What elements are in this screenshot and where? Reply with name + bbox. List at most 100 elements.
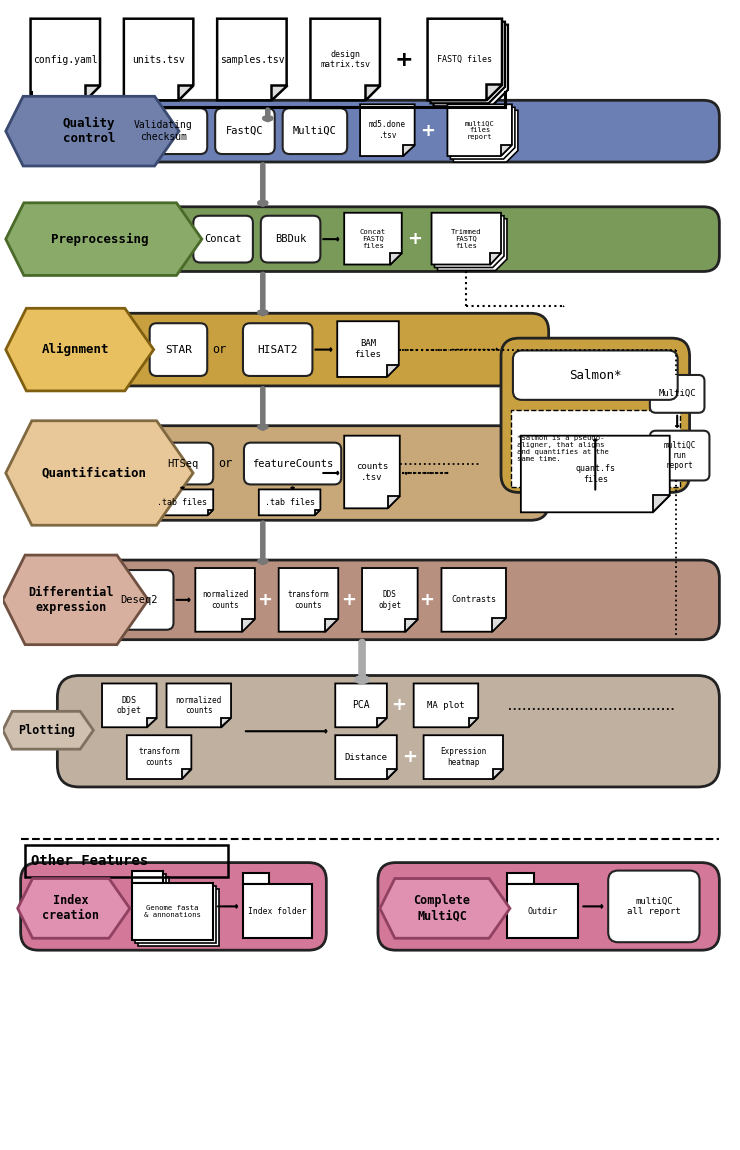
FancyBboxPatch shape — [193, 216, 253, 262]
Text: Complete
MultiQC: Complete MultiQC — [414, 895, 471, 922]
Text: Index folder: Index folder — [249, 907, 307, 915]
FancyBboxPatch shape — [102, 313, 548, 386]
Polygon shape — [147, 718, 157, 727]
Polygon shape — [217, 18, 286, 100]
Text: Alignment: Alignment — [42, 343, 110, 356]
Polygon shape — [335, 735, 397, 779]
FancyBboxPatch shape — [149, 323, 207, 376]
Text: Preprocessing: Preprocessing — [51, 232, 149, 246]
FancyBboxPatch shape — [511, 411, 679, 488]
Text: MA plot: MA plot — [427, 700, 465, 710]
Polygon shape — [423, 735, 503, 779]
Text: normalized
counts: normalized counts — [202, 590, 248, 610]
Polygon shape — [344, 436, 400, 508]
Polygon shape — [653, 496, 670, 512]
Polygon shape — [259, 490, 320, 515]
Text: normalized
counts: normalized counts — [175, 696, 222, 715]
Text: BBDuk: BBDuk — [275, 235, 306, 244]
Text: DDS
objet: DDS objet — [117, 696, 142, 715]
Text: Concat
FASTQ
files: Concat FASTQ files — [360, 229, 386, 248]
Text: PCA: PCA — [352, 700, 370, 711]
Polygon shape — [18, 879, 130, 938]
FancyBboxPatch shape — [608, 871, 699, 942]
Polygon shape — [311, 18, 380, 100]
Polygon shape — [434, 24, 508, 106]
Polygon shape — [507, 873, 534, 884]
Text: Contrasts: Contrasts — [451, 596, 497, 605]
FancyBboxPatch shape — [378, 862, 719, 950]
Polygon shape — [182, 769, 192, 779]
Text: +: + — [340, 591, 356, 608]
Polygon shape — [314, 509, 320, 515]
Text: transform
counts: transform counts — [138, 748, 180, 767]
Polygon shape — [138, 889, 219, 946]
Text: Differential
expression: Differential expression — [28, 585, 114, 614]
FancyBboxPatch shape — [152, 443, 213, 484]
Polygon shape — [434, 216, 504, 268]
Polygon shape — [500, 145, 512, 156]
Text: MultiQC: MultiQC — [659, 390, 696, 398]
FancyBboxPatch shape — [102, 426, 548, 520]
FancyBboxPatch shape — [650, 431, 710, 481]
Text: Index
creation: Index creation — [42, 895, 99, 922]
Text: STAR: STAR — [165, 345, 192, 354]
Polygon shape — [360, 105, 414, 156]
Polygon shape — [362, 568, 417, 631]
Text: DDS
objet: DDS objet — [378, 590, 401, 610]
Text: multiQC
files
report: multiQC files report — [465, 120, 494, 140]
Polygon shape — [377, 718, 387, 727]
Polygon shape — [442, 568, 506, 631]
Polygon shape — [102, 683, 157, 727]
Text: counts
.tsv: counts .tsv — [356, 462, 388, 482]
Polygon shape — [490, 253, 501, 264]
Text: BAM
files: BAM files — [354, 339, 381, 359]
Text: Quantification: Quantification — [41, 467, 147, 480]
Polygon shape — [494, 769, 503, 779]
FancyBboxPatch shape — [243, 323, 312, 376]
FancyBboxPatch shape — [215, 108, 275, 154]
Text: Other Features: Other Features — [30, 853, 148, 867]
FancyBboxPatch shape — [501, 338, 690, 492]
Polygon shape — [335, 683, 387, 727]
Text: Validating
checksum: Validating checksum — [134, 121, 193, 141]
Polygon shape — [507, 884, 579, 938]
Text: multiQC
all report: multiQC all report — [627, 897, 681, 917]
Polygon shape — [279, 568, 338, 631]
Text: *Salmon is a pseudo-
aligner, that aligns
and quantifies at the
same time.: *Salmon is a pseudo- aligner, that align… — [517, 436, 609, 462]
Polygon shape — [386, 365, 399, 377]
Text: .tab files: .tab files — [265, 498, 314, 507]
Text: md5.done
.tsv: md5.done .tsv — [369, 121, 406, 140]
Polygon shape — [431, 213, 501, 264]
Text: +: + — [420, 122, 435, 140]
Polygon shape — [448, 105, 512, 156]
Text: or: or — [218, 457, 232, 470]
Text: Expression
heatmap: Expression heatmap — [440, 748, 486, 767]
Polygon shape — [243, 873, 269, 884]
Polygon shape — [6, 202, 202, 276]
Polygon shape — [272, 85, 286, 100]
Polygon shape — [6, 308, 154, 391]
Text: MultiQC: MultiQC — [293, 126, 337, 136]
Polygon shape — [127, 735, 192, 779]
Polygon shape — [207, 509, 213, 515]
Polygon shape — [135, 887, 216, 943]
FancyBboxPatch shape — [21, 862, 326, 950]
Polygon shape — [85, 85, 100, 100]
Text: multiQC
run
report: multiQC run report — [664, 440, 696, 470]
Text: quant.fs
files: quant.fs files — [575, 465, 615, 484]
FancyBboxPatch shape — [58, 675, 719, 787]
Polygon shape — [403, 145, 414, 156]
Text: Concat: Concat — [204, 235, 242, 244]
Polygon shape — [437, 218, 507, 270]
Text: design
matrix.tsv: design matrix.tsv — [320, 49, 370, 69]
Polygon shape — [243, 884, 312, 938]
Polygon shape — [195, 568, 255, 631]
Text: +: + — [258, 591, 272, 608]
FancyBboxPatch shape — [260, 216, 320, 262]
FancyBboxPatch shape — [650, 375, 704, 413]
Polygon shape — [132, 871, 163, 883]
Polygon shape — [135, 874, 166, 887]
Text: Outdir: Outdir — [528, 907, 558, 915]
Text: Trimmed
FASTQ
files: Trimmed FASTQ files — [451, 229, 482, 248]
Polygon shape — [138, 876, 169, 889]
